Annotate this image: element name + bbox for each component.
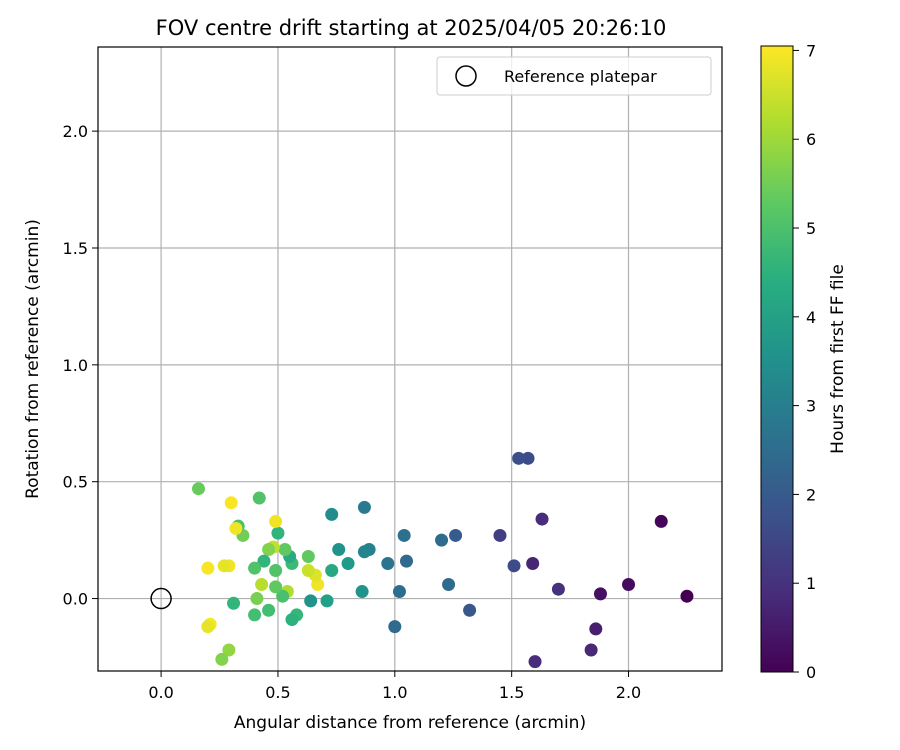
data-point — [271, 526, 285, 540]
data-point — [526, 556, 540, 570]
data-point — [224, 496, 238, 510]
y-tick-label: 0.0 — [63, 590, 88, 609]
data-point — [269, 514, 283, 528]
colorbar-tick-label: 4 — [806, 308, 816, 327]
data-point — [250, 592, 264, 606]
x-tick-label: 0.5 — [265, 683, 290, 702]
data-point — [654, 514, 668, 528]
data-point — [493, 528, 507, 542]
data-point — [357, 500, 371, 514]
colorbar-tick-label: 0 — [806, 663, 816, 682]
data-point — [325, 564, 339, 578]
data-point — [355, 585, 369, 599]
data-point — [332, 542, 346, 556]
data-point — [301, 549, 315, 563]
data-point — [255, 578, 269, 592]
y-tick-label: 0.5 — [63, 473, 88, 492]
data-point — [252, 491, 266, 505]
data-points — [191, 451, 694, 669]
colorbar-tick-label: 3 — [806, 397, 816, 416]
data-point — [257, 554, 271, 568]
data-point — [584, 643, 598, 657]
data-point — [320, 594, 334, 608]
data-point — [399, 554, 413, 568]
data-point — [229, 521, 243, 535]
data-point — [528, 655, 542, 669]
data-point — [435, 533, 449, 547]
legend: Reference platepar — [436, 56, 712, 96]
data-point — [301, 564, 315, 578]
data-point — [222, 643, 236, 657]
data-point — [341, 556, 355, 570]
y-tick-label: 1.5 — [63, 239, 88, 258]
y-axis-label: Rotation from reference (arcmin) — [23, 219, 43, 499]
y-tick-label: 2.0 — [63, 122, 88, 141]
data-point — [593, 587, 607, 601]
reference-marker — [150, 587, 172, 610]
data-point — [269, 580, 283, 594]
legend-marker — [455, 65, 477, 87]
data-point — [262, 603, 276, 617]
data-point — [217, 559, 231, 573]
legend-box — [436, 56, 712, 96]
reference-point — [150, 587, 172, 610]
data-point — [357, 545, 371, 559]
colorbar-tick-label: 5 — [806, 219, 816, 238]
data-point — [589, 622, 603, 636]
x-tick-label: 1.5 — [499, 683, 524, 702]
data-point — [262, 542, 276, 556]
colorbar-tick-label: 1 — [806, 574, 816, 593]
x-axis-ticks: 0.0 0.5 1.0 1.5 2.0 — [148, 671, 641, 702]
colorbar: 0 1 2 3 4 5 6 7 Hours from first FF file — [760, 41, 848, 682]
data-point — [278, 542, 292, 556]
data-point — [535, 512, 549, 526]
colorbar-gradient — [760, 45, 794, 673]
data-point — [227, 596, 241, 610]
data-point — [512, 451, 526, 465]
data-point — [507, 559, 521, 573]
x-tick-label: 1.0 — [382, 683, 407, 702]
data-point — [622, 578, 636, 592]
data-point — [248, 561, 262, 575]
colorbar-ticks: 0 1 2 3 4 5 6 7 — [793, 41, 816, 682]
legend-entry-reference: Reference platepar — [504, 67, 657, 86]
data-point — [442, 578, 456, 592]
data-point — [201, 561, 215, 575]
data-point — [392, 585, 406, 599]
x-tick-label: 2.0 — [616, 683, 641, 702]
data-point — [269, 564, 283, 578]
colorbar-label: Hours from first FF file — [828, 264, 848, 454]
data-point — [680, 589, 694, 603]
grid-lines — [98, 47, 722, 671]
data-point — [551, 582, 565, 596]
data-point — [397, 528, 411, 542]
data-point — [463, 603, 477, 617]
x-axis-label: Angular distance from reference (arcmin) — [234, 713, 586, 733]
x-tick-label: 0.0 — [148, 683, 173, 702]
data-point — [388, 620, 402, 634]
data-point — [304, 594, 318, 608]
colorbar-tick-label: 7 — [806, 41, 816, 60]
data-point — [325, 507, 339, 521]
data-point — [191, 482, 205, 496]
data-point — [449, 528, 463, 542]
data-point — [276, 589, 290, 603]
chart-title: FOV centre drift starting at 2025/04/05 … — [156, 16, 667, 40]
plot-frame — [97, 46, 723, 672]
data-point — [285, 613, 299, 627]
y-tick-label: 1.0 — [63, 356, 88, 375]
data-point — [201, 620, 215, 634]
data-point — [521, 451, 535, 465]
colorbar-tick-label: 2 — [806, 485, 816, 504]
data-point — [381, 556, 395, 570]
colorbar-tick-label: 6 — [806, 130, 816, 149]
data-point — [248, 608, 262, 622]
data-point — [215, 652, 229, 666]
y-axis-ticks: 0.0 0.5 1.0 1.5 2.0 — [63, 122, 98, 609]
